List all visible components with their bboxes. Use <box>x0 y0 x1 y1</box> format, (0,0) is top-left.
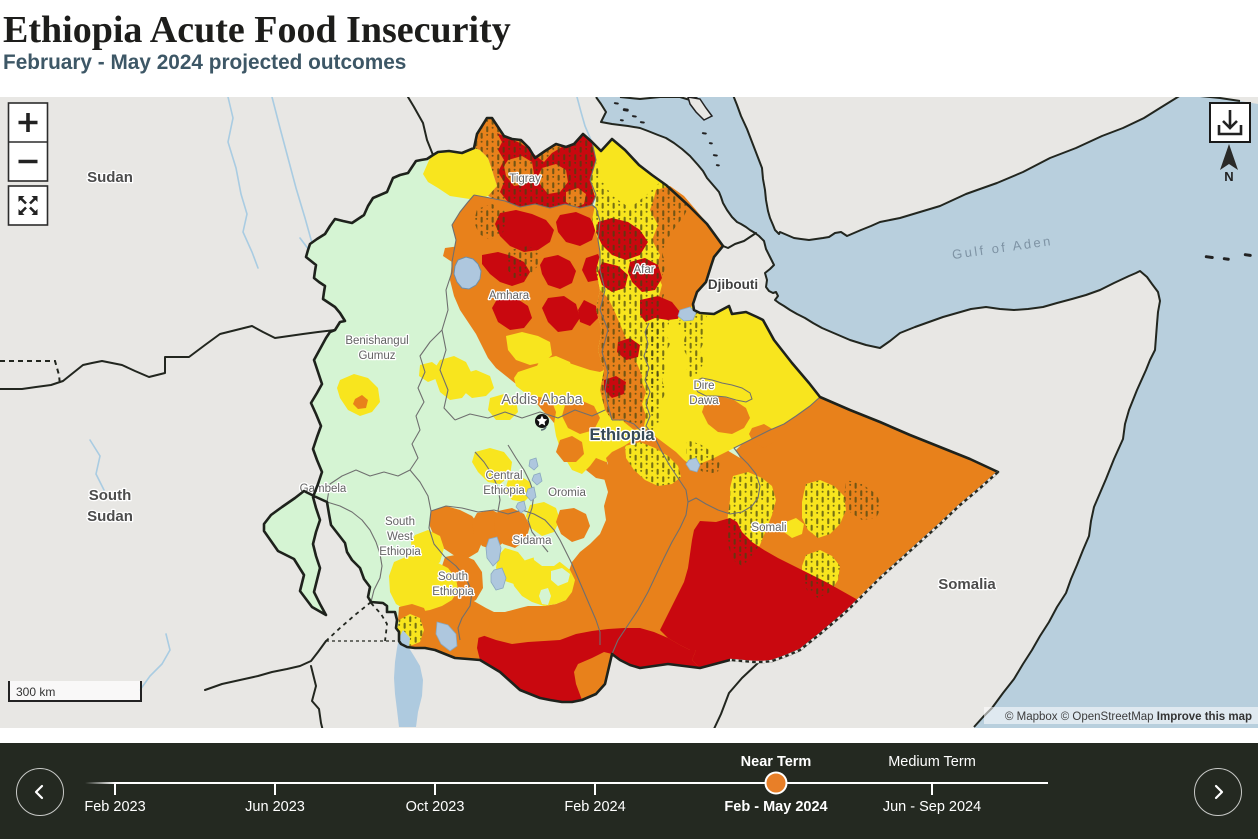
svg-text:South: South <box>385 516 415 528</box>
svg-text:West: West <box>387 531 414 543</box>
svg-text:Djibouti: Djibouti <box>708 277 758 292</box>
svg-text:South: South <box>438 571 468 583</box>
svg-text:Ethiopia: Ethiopia <box>432 586 474 598</box>
svg-text:Gambela: Gambela <box>300 483 347 495</box>
svg-text:Central: Central <box>485 470 522 482</box>
svg-text:Sudan: Sudan <box>87 508 133 525</box>
svg-text:Sidama: Sidama <box>513 535 553 547</box>
svg-text:Ethiopia: Ethiopia <box>589 426 655 444</box>
svg-text:Somalia: Somalia <box>938 576 996 593</box>
svg-text:Afar: Afar <box>633 264 654 276</box>
svg-text:Tigray: Tigray <box>509 173 541 185</box>
svg-text:Benishangul: Benishangul <box>345 335 408 347</box>
svg-text:Sudan: Sudan <box>87 169 133 186</box>
svg-text:Amhara: Amhara <box>489 290 530 302</box>
svg-text:300 km: 300 km <box>16 685 55 699</box>
svg-text:Somali: Somali <box>751 522 786 534</box>
svg-text:N: N <box>1224 169 1233 184</box>
svg-text:Oromia: Oromia <box>548 487 586 499</box>
svg-text:South: South <box>89 487 132 504</box>
svg-text:Dawa: Dawa <box>689 395 719 407</box>
svg-text:Gumuz: Gumuz <box>358 350 395 362</box>
svg-text:Dire: Dire <box>693 380 714 392</box>
svg-text:Ethiopia: Ethiopia <box>379 546 421 558</box>
svg-text:Ethiopia: Ethiopia <box>483 485 525 497</box>
svg-text:Addis Ababa: Addis Ababa <box>501 392 583 408</box>
svg-text:© Mapbox © OpenStreetMap Impro: © Mapbox © OpenStreetMap Improve this ma… <box>1005 711 1252 723</box>
